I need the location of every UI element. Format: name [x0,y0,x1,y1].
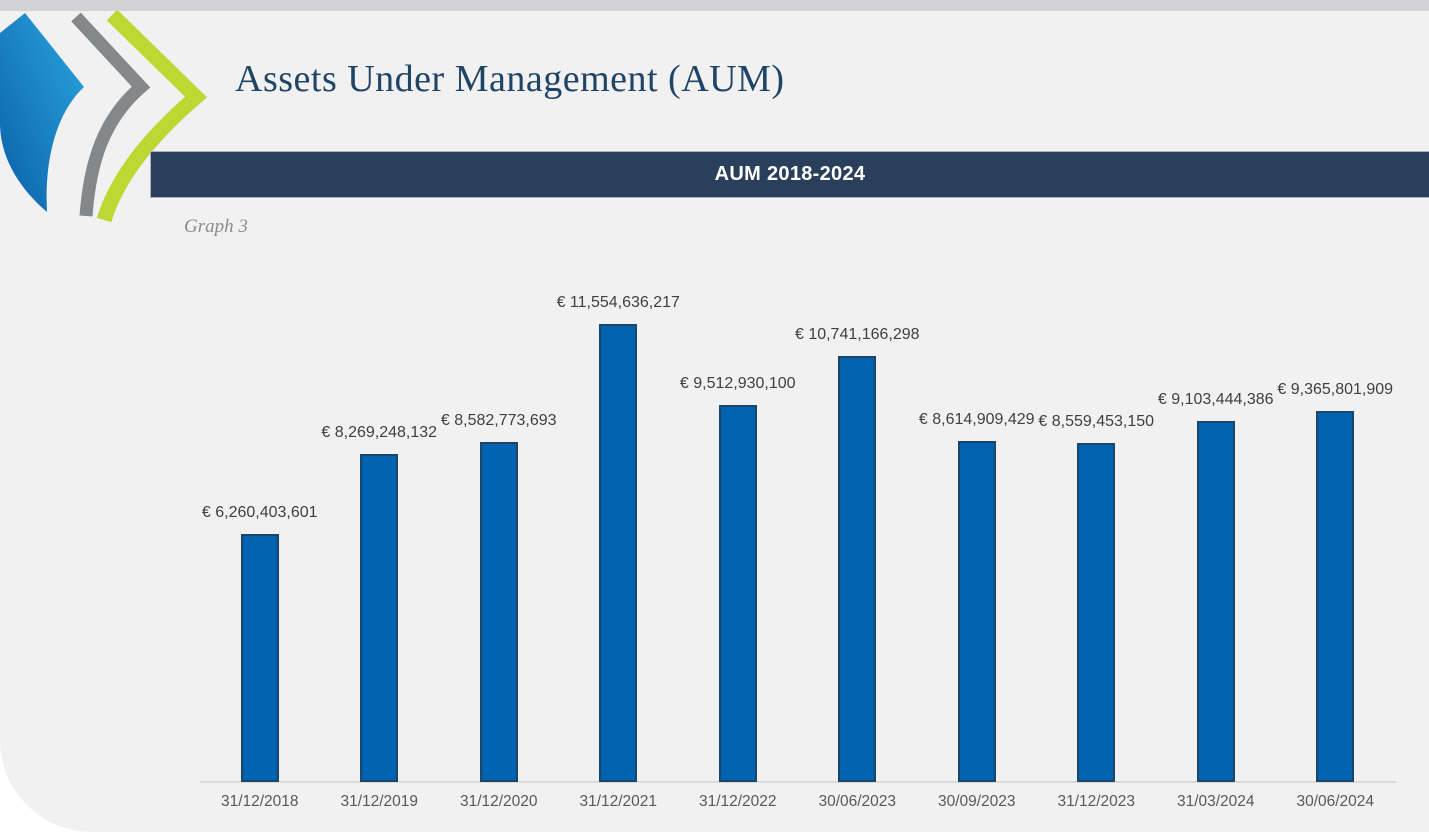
chart-bar [479,442,518,782]
bar-value-label: € 11,554,636,217 [556,294,680,311]
x-axis-label: 30/09/2023 [937,793,1016,810]
graph-caption: Graph 3 [184,216,248,237]
chart-bar [1077,443,1116,782]
bar-value-label: € 10,741,166,298 [794,326,920,343]
chart-bar [599,324,638,782]
x-axis-label: 31/12/2022 [698,793,777,810]
logo-gray-swoosh [71,12,151,217]
bar-value-label: € 8,559,453,150 [1038,413,1155,430]
content-area: Assets Under Management (AUM) AUM 2018-2… [0,11,1429,832]
chart-bar [360,454,399,782]
x-axis-label: 30/06/2024 [1296,793,1375,810]
chart-bar [1316,411,1355,782]
page-title: Assets Under Management (AUM) [235,58,785,100]
chart-bar [1196,421,1235,782]
section-banner: AUM 2018-2024 [150,151,1429,198]
bar-value-label: € 6,260,403,601 [201,504,318,521]
bar-value-label: € 8,269,248,132 [321,424,438,441]
top-strip [0,0,1429,11]
aum-bar-chart: € 6,260,403,601 31/12/2018 € 8,269,248,132… [0,11,1429,832]
logo-green-swoosh [96,11,208,223]
company-logo-icon [0,11,208,223]
section-banner-title: AUM 2018-2024 [714,163,866,185]
x-axis-label: 31/12/2021 [579,793,658,810]
x-axis-label: 31/12/2020 [459,793,538,810]
logo-blue-swoosh [0,13,84,212]
x-axis-label: 31/12/2018 [220,793,299,810]
bar-value-label: € 8,614,909,429 [918,411,1035,428]
chart-bar [718,405,757,782]
bar-value-label: € 9,512,930,100 [679,375,796,392]
x-axis-line [200,781,1396,783]
chart-bar [240,534,279,782]
x-axis-label: 30/06/2023 [818,793,897,810]
x-axis-label: 31/03/2024 [1176,793,1255,810]
chart-bar [838,356,877,782]
chart-bar [957,441,996,782]
x-axis-label: 31/12/2023 [1057,793,1136,810]
bar-value-label: € 8,582,773,693 [440,412,557,429]
bar-value-label: € 9,365,801,909 [1277,381,1394,398]
x-axis-label: 31/12/2019 [340,793,419,810]
bar-value-label: € 9,103,444,386 [1157,391,1274,408]
